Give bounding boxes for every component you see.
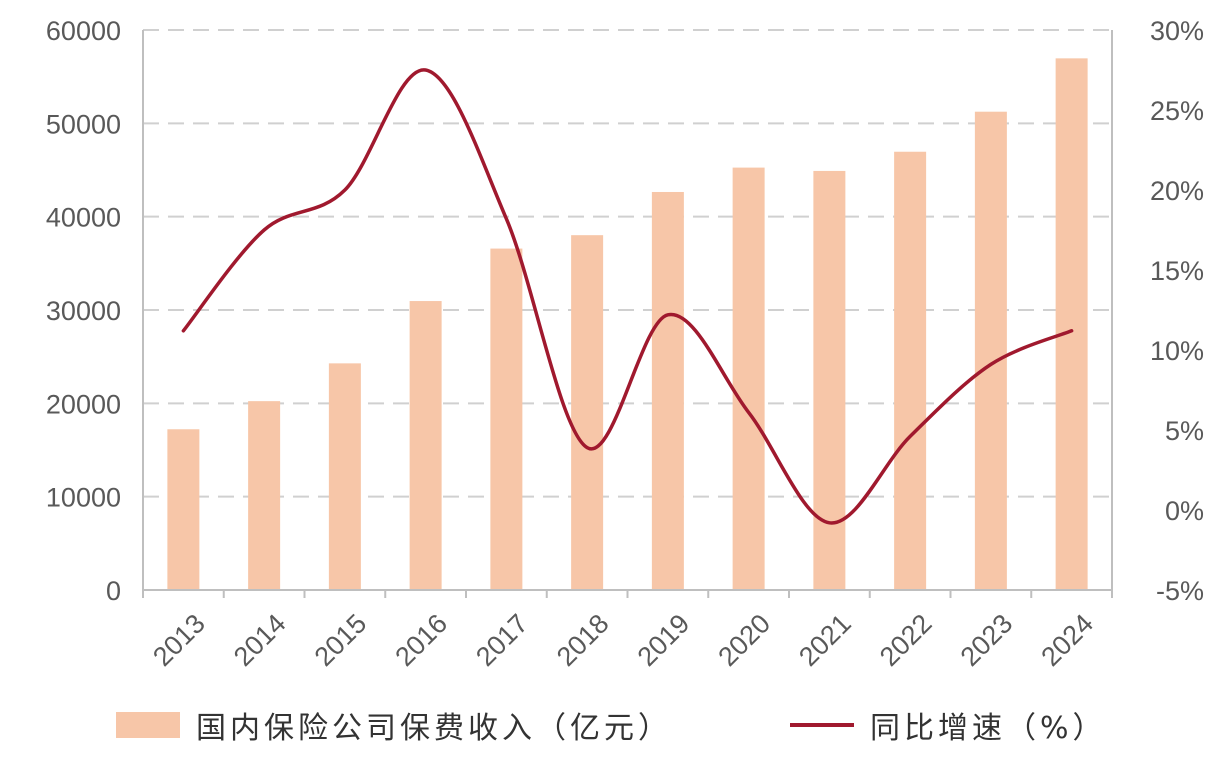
axes <box>142 30 1113 598</box>
left-tick-label: 20000 <box>46 389 121 419</box>
x-axis-ticks: 2013 2014 2015 2016 2017 2018 2019 2020 2021 2022… <box>147 608 1099 672</box>
right-tick-label: 20% <box>1150 176 1204 206</box>
bar-2020 <box>732 167 765 591</box>
bar-2015 <box>328 363 361 590</box>
right-tick-label: 30% <box>1150 16 1204 46</box>
right-tick-label: 25% <box>1150 96 1204 126</box>
legend: 国内保险公司保费收入（亿元） 同比增速（%） <box>0 700 1227 750</box>
left-tick-label: 50000 <box>46 109 121 139</box>
bar-series <box>167 58 1088 591</box>
bar-2021 <box>813 170 846 590</box>
right-tick-label: 5% <box>1165 416 1204 446</box>
left-tick-label: 40000 <box>46 203 121 233</box>
bar-2019 <box>651 191 684 591</box>
x-tick-label: 2018 <box>551 608 615 672</box>
bar-2024 <box>1055 58 1088 590</box>
grid-lines <box>143 29 1112 498</box>
x-tick-label: 2020 <box>712 608 776 672</box>
x-tick-label: 2022 <box>874 608 938 672</box>
x-tick-label: 2014 <box>228 608 292 672</box>
legend-item-premium: 国内保险公司保费收入（亿元） <box>116 700 672 750</box>
x-tick-label: 2017 <box>470 608 534 672</box>
combo-chart: 0 10000 20000 30000 40000 50000 60000 -5% 0% 5% 1… <box>46 16 1204 672</box>
legend-label-premium: 国内保险公司保费收入（亿元） <box>196 711 672 746</box>
bar-2013 <box>167 429 200 590</box>
left-tick-label: 10000 <box>46 483 121 513</box>
growth-rate-line <box>181 68 1074 525</box>
legend-item-growth: 同比增速（%） <box>790 700 1107 750</box>
x-tick-label: 2013 <box>147 608 211 672</box>
left-axis-ticks: 0 10000 20000 30000 40000 50000 60000 <box>46 16 121 606</box>
x-tick-label: 2023 <box>955 608 1019 672</box>
right-tick-label: 0% <box>1165 496 1204 526</box>
line-series <box>181 68 1074 525</box>
legend-label-growth: 同比增速（%） <box>870 711 1107 746</box>
legend-bar-swatch <box>116 712 180 738</box>
right-tick-label: -5% <box>1156 576 1204 606</box>
x-tick-label: 2024 <box>1035 608 1099 672</box>
x-tick-label: 2015 <box>309 608 373 672</box>
x-tick-label: 2019 <box>632 608 696 672</box>
x-tick-label: 2016 <box>389 608 453 672</box>
bar-2018 <box>571 235 604 590</box>
left-tick-label: 30000 <box>46 296 121 326</box>
right-tick-label: 15% <box>1150 256 1204 286</box>
x-tick-label: 2021 <box>793 608 857 672</box>
bar-2022 <box>894 151 927 590</box>
right-tick-label: 10% <box>1150 336 1204 366</box>
bar-2016 <box>409 301 442 590</box>
bar-2014 <box>248 401 281 590</box>
right-axis-ticks: -5% 0% 5% 10% 15% 20% 25% 30% <box>1150 16 1204 606</box>
bar-2017 <box>490 248 523 590</box>
legend-line-swatch <box>790 723 854 727</box>
bar-2023 <box>974 111 1007 590</box>
left-tick-label: 0 <box>106 576 121 606</box>
left-tick-label: 60000 <box>46 16 121 46</box>
